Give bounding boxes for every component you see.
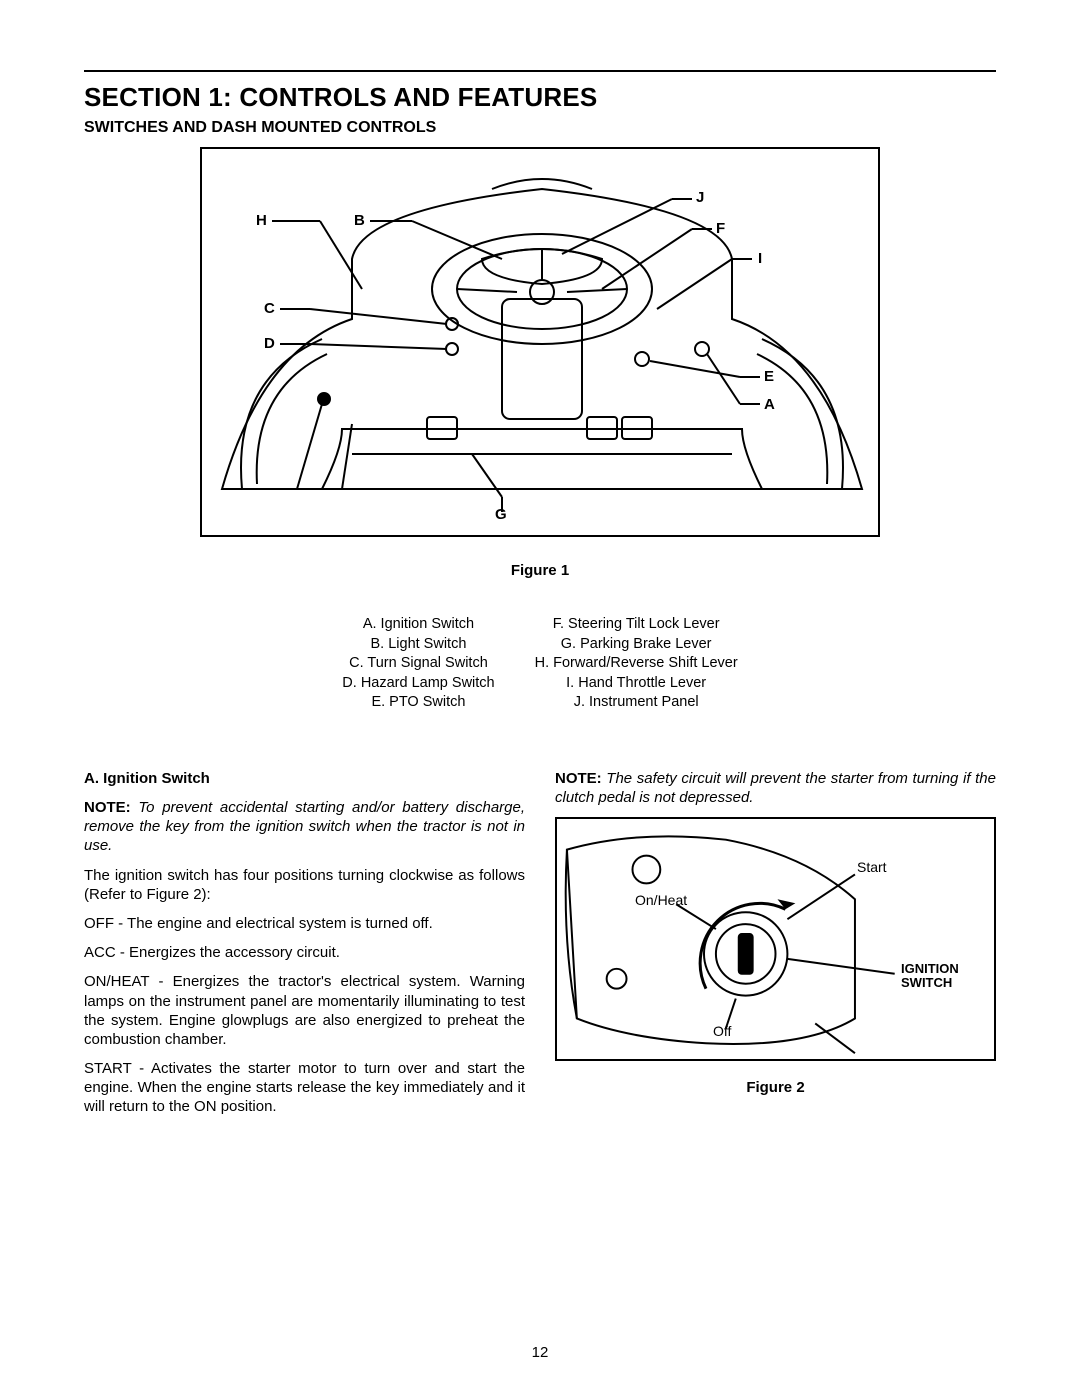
label-onheat: On/Heat (635, 892, 687, 908)
note-label: NOTE: (555, 770, 602, 787)
legend-item: H. Forward/Reverse Shift Lever (535, 654, 738, 674)
body-paragraph: The ignition switch has four positions t… (84, 866, 525, 904)
figure-1-caption: Figure 1 (84, 562, 996, 579)
callout-H: H (256, 212, 267, 229)
legend-item: D. Hazard Lamp Switch (342, 674, 494, 694)
callout-D: D (264, 335, 275, 352)
legend-item: G. Parking Brake Lever (535, 635, 738, 655)
manual-page: SECTION 1: CONTROLS AND FEATURES SWITCHE… (0, 0, 1080, 1397)
legend-item: J. Instrument Panel (535, 693, 738, 713)
legend-left: A. Ignition Switch B. Light Switch C. Tu… (342, 615, 494, 713)
section-title: SECTION 1: CONTROLS AND FEATURES (84, 82, 996, 113)
body-paragraph: ACC - Energizes the accessory circuit. (84, 943, 525, 962)
callout-I: I (758, 250, 762, 267)
note-label: NOTE: (84, 799, 131, 816)
section-subtitle: SWITCHES AND DASH MOUNTED CONTROLS (84, 119, 996, 137)
legend-item: A. Ignition Switch (342, 615, 494, 635)
figure-2-caption: Figure 2 (555, 1079, 996, 1096)
label-off: Off (713, 1023, 731, 1039)
callout-E: E (764, 368, 774, 385)
page-number: 12 (0, 1344, 1080, 1361)
legend-item: F. Steering Tilt Lock Lever (535, 615, 738, 635)
note-body: To prevent accidental starting and/or ba… (84, 799, 525, 854)
subsection-heading: A. Ignition Switch (84, 769, 525, 788)
figure-1-diagram: H B J F I C D E A G (200, 147, 880, 537)
label-ignition-1: IGNITION (901, 961, 959, 976)
right-column: NOTE: The safety circuit will prevent th… (555, 769, 996, 1127)
body-paragraph: START - Activates the starter motor to t… (84, 1059, 525, 1117)
legend-item: C. Turn Signal Switch (342, 654, 494, 674)
body-paragraph: ON/HEAT - Energizes the tractor's electr… (84, 972, 525, 1049)
callout-J: J (696, 189, 704, 206)
callout-B: B (354, 212, 365, 229)
legend-item: I. Hand Throttle Lever (535, 674, 738, 694)
label-ignition-2: SWITCH (901, 975, 952, 990)
figure-1: H B J F I C D E A G Figure 1 A. Ignition… (84, 147, 996, 713)
note-paragraph: NOTE: To prevent accidental starting and… (84, 798, 525, 856)
callout-C: C (264, 300, 275, 317)
legend-item: B. Light Switch (342, 635, 494, 655)
legend-right: F. Steering Tilt Lock Lever G. Parking B… (535, 615, 738, 713)
body-paragraph: OFF - The engine and electrical system i… (84, 914, 525, 933)
two-column-body: A. Ignition Switch NOTE: To prevent acci… (84, 769, 996, 1127)
note-paragraph: NOTE: The safety circuit will prevent th… (555, 769, 996, 807)
callout-G: G (495, 506, 507, 523)
tractor-dash-illustration (202, 149, 882, 539)
note-body: The safety circuit will prevent the star… (555, 770, 996, 806)
legend-item: E. PTO Switch (342, 693, 494, 713)
figure-2: Start On/Heat Off IGNITION SWITCH Figure… (555, 817, 996, 1096)
figure-2-diagram: Start On/Heat Off IGNITION SWITCH (555, 817, 996, 1061)
left-column: A. Ignition Switch NOTE: To prevent acci… (84, 769, 525, 1127)
figure-1-legend: A. Ignition Switch B. Light Switch C. Tu… (84, 615, 996, 713)
top-rule (84, 70, 996, 72)
label-start: Start (857, 859, 887, 875)
callout-F: F (716, 220, 725, 237)
callout-A: A (764, 396, 775, 413)
ignition-switch-illustration (557, 819, 994, 1063)
